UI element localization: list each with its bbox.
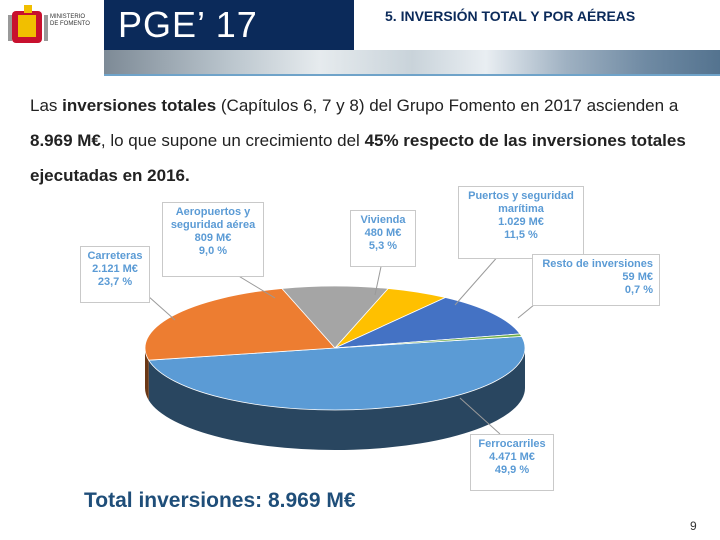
pge-logo-text: PGE’ 17 — [118, 4, 258, 45]
slide-title: 5. INVERSIÓN TOTAL Y POR AÉREAS — [385, 8, 636, 24]
ministry-line-2: DE FOMENTO — [50, 21, 90, 27]
callout-carreteras-label: Carreteras — [87, 250, 143, 262]
callout-ferrocarriles-value: 4.471 M€ — [489, 451, 535, 463]
leader-line-ferrocarriles — [459, 397, 501, 435]
pie-slice-aeropuertos — [281, 285, 390, 349]
ministry-logo: MINISTERIO DE FOMENTO — [0, 0, 104, 50]
callout-aeropuertos: Aeropuertos y seguridad aérea 809 M€ 9,0… — [162, 202, 264, 277]
callout-vivienda: Vivienda 480 M€ 5,3 % — [350, 210, 416, 267]
intro-bold-1: inversiones totales — [62, 96, 217, 115]
page-number: 9 — [690, 519, 697, 533]
intro-bold-2: 8.969 M€ — [30, 131, 101, 150]
pie-side-carreteras — [145, 348, 149, 401]
leader-line-vivienda — [374, 261, 383, 296]
ministry-line-1: MINISTERIO — [50, 14, 86, 20]
callout-carreteras: Carreteras 2.121 M€ 23,7 % — [80, 246, 150, 303]
callout-carreteras-percent: 23,7 % — [97, 276, 133, 288]
callout-puertos-label-1: Puertos y seguridad — [468, 190, 574, 202]
callout-puertos: Puertos y seguridad marítima 1.029 M€ 11… — [458, 186, 584, 259]
ministry-name: MINISTERIO DE FOMENTO — [50, 14, 102, 28]
pie-slice-puertos — [334, 297, 521, 349]
photo-strip — [104, 50, 720, 74]
callout-vivienda-label: Vivienda — [360, 214, 406, 226]
callout-resto-label: Resto de inversiones — [542, 258, 653, 270]
callout-vivienda-percent: 5,3 % — [368, 240, 398, 252]
callout-puertos-value: 1.029 M€ — [498, 216, 544, 228]
intro-paragraph: Las inversiones totales (Capítulos 6, 7 … — [30, 88, 695, 193]
callout-puertos-percent: 11,5 % — [504, 229, 538, 241]
pie-side-ferrocarriles — [148, 348, 526, 451]
callout-aeropuertos-value: 809 M€ — [194, 232, 232, 244]
callout-aeropuertos-label-1: Aeropuertos y — [175, 206, 251, 218]
intro-text-2: (Capítulos 6, 7 y 8) del Grupo Fomento e… — [216, 96, 679, 115]
slide-header: MINISTERIO DE FOMENTO PGE’ 17 5. INVERSI… — [0, 0, 720, 76]
callout-resto-value: 59 M€ — [622, 271, 653, 283]
callout-carreteras-value: 2.121 M€ — [92, 263, 138, 275]
leader-line-puertos — [454, 253, 501, 306]
pie-slice-ferrocarriles — [148, 335, 526, 411]
intro-bold-3: 45% respecto de las inversiones totales … — [30, 131, 686, 185]
callout-aeropuertos-label-2: seguridad aérea — [170, 219, 256, 231]
callout-ferrocarriles: Ferrocarriles 4.471 M€ 49,9 % — [470, 434, 554, 491]
callout-ferrocarriles-percent: 49,9 % — [494, 464, 530, 476]
callout-puertos-label-2: marítima — [498, 203, 544, 215]
pge-band — [104, 0, 354, 50]
coat-of-arms-icon — [8, 5, 48, 43]
intro-text-1: Las — [30, 96, 63, 115]
leader-line-carreteras — [147, 295, 176, 321]
callout-aeropuertos-percent: 9,0 % — [198, 245, 228, 257]
pie-slice-resto — [334, 333, 523, 349]
callout-ferrocarriles-label: Ferrocarriles — [478, 438, 546, 450]
intro-text-3: , lo que supone un crecimiento del — [100, 131, 365, 150]
total-investment: Total inversiones: 8.969 M€ — [84, 489, 356, 512]
pie-slice-carreteras — [144, 288, 336, 361]
callout-resto: Resto de inversiones 59 M€ 0,7 % — [532, 254, 660, 306]
callout-vivienda-value: 480 M€ — [364, 227, 402, 239]
header-divider — [104, 74, 720, 76]
callout-resto-percent: 0,7 % — [624, 284, 653, 296]
